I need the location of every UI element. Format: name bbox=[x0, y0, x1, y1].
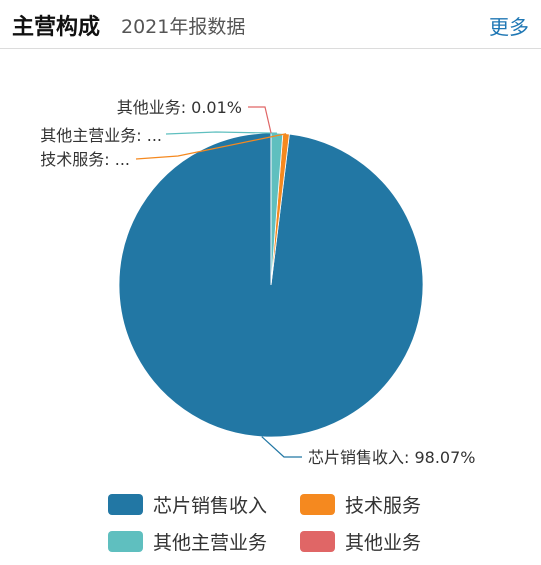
label-leader-line bbox=[135, 133, 287, 160]
legend-item-tech-service[interactable]: 技术服务 bbox=[300, 491, 421, 518]
label-leader-line bbox=[248, 106, 272, 134]
label-leader-line bbox=[261, 436, 302, 458]
slice-data-label: 其他业务: 0.01% bbox=[117, 98, 242, 117]
legend-label: 其他主营业务 bbox=[153, 532, 268, 554]
slice-data-label: 其他主营业务: ... bbox=[40, 126, 162, 145]
pie-chart: 芯片销售收入: 98.07% 技术服务: ... 其他主营业务: ... 其他业务: … bbox=[40, 98, 476, 467]
slice-data-label: 技术服务: ... bbox=[40, 150, 130, 169]
legend-swatch bbox=[108, 494, 143, 515]
legend-label: 技术服务 bbox=[345, 495, 422, 517]
legend-item-other-main[interactable]: 其他主营业务 bbox=[108, 528, 267, 555]
legend-label: 其他业务 bbox=[345, 532, 422, 554]
slice-data-label: 芯片销售收入: 98.07% bbox=[308, 448, 476, 467]
legend-swatch bbox=[108, 531, 143, 552]
legend-item-other-business[interactable]: 其他业务 bbox=[300, 528, 421, 555]
legend-swatch bbox=[300, 494, 335, 515]
chart-legend: 芯片销售收入 技术服务 其他主营业务 其他业务 bbox=[0, 488, 541, 565]
panel-header: 主营构成 2021年报数据 更多 bbox=[0, 0, 541, 49]
panel-title: 主营构成 bbox=[12, 15, 101, 40]
label-leader-line bbox=[165, 131, 277, 135]
legend-label: 芯片销售收入 bbox=[153, 495, 268, 517]
panel-subtitle: 2021年报数据 bbox=[121, 16, 246, 38]
legend-item-chip-sales[interactable]: 芯片销售收入 bbox=[108, 491, 267, 518]
more-link[interactable]: 更多 bbox=[489, 15, 529, 39]
legend-swatch bbox=[300, 531, 335, 552]
